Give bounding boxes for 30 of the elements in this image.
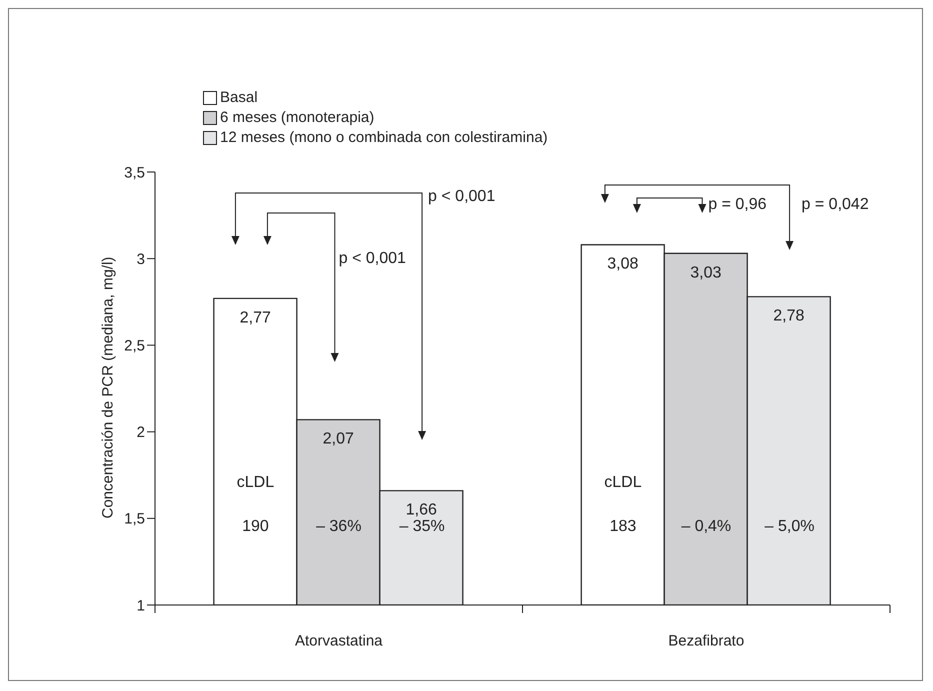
annotation: p < 0,001	[338, 250, 406, 268]
y-tick-label: 1,5	[124, 510, 145, 528]
y-tick-label: 3	[136, 250, 145, 268]
y-axis-title: Concentración de PCR (mediana, mg/l)	[99, 256, 116, 518]
annotation: p < 0,001	[428, 188, 496, 206]
data-label: 2,77	[240, 309, 271, 326]
data-label: 3,03	[690, 264, 722, 282]
annotation: – 36%	[316, 518, 362, 536]
annotation: – 0,4%	[681, 518, 732, 536]
legend-label: 6 meses (monoterapia)	[220, 108, 374, 128]
annotation: p = 0,042	[802, 196, 869, 214]
legend-label: Basal	[220, 88, 258, 108]
annotation: cLDL	[604, 474, 642, 492]
data-label: 2,07	[322, 430, 354, 448]
annotation: – 35%	[399, 518, 445, 536]
y-tick-label: 1	[136, 597, 145, 614]
legend-label: 12 meses (mono o combinada con colestiramina)	[220, 128, 548, 148]
x-tick-label: Atorvastatina	[294, 632, 384, 650]
y-tick-label: 3,5	[124, 164, 145, 182]
y-tick-label: 2,5	[124, 338, 145, 355]
y-tick-label: 2	[136, 424, 145, 442]
annotation: p = 0,96	[708, 196, 767, 214]
x-tick-label: Bezafibrato	[668, 632, 744, 650]
annotation: 190	[242, 518, 269, 536]
data-label: 3,08	[607, 256, 638, 273]
data-label: 1,66	[406, 502, 437, 519]
data-label: 2,78	[773, 308, 804, 325]
annotation: 183	[610, 518, 636, 536]
annotation: – 5,0%	[764, 518, 814, 536]
annotation: cLDL	[236, 474, 274, 492]
